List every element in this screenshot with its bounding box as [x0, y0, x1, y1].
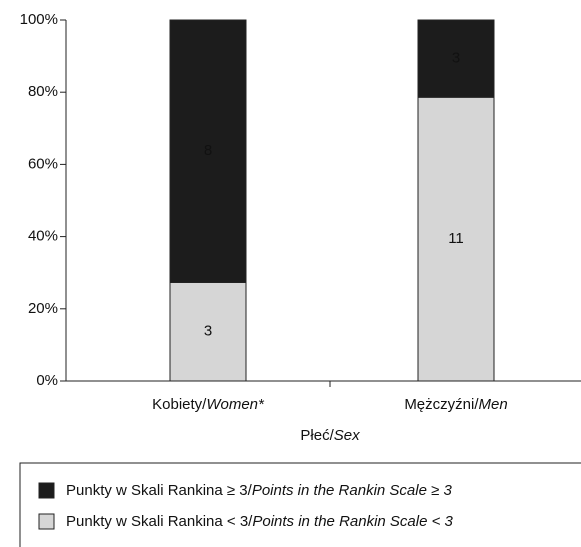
- y-tick-label: 80%: [28, 83, 58, 100]
- data-label: 11: [448, 230, 464, 247]
- legend-box: [19, 462, 581, 547]
- x-axis-title: Płeć/Sex: [300, 427, 360, 444]
- data-label: 8: [204, 142, 212, 159]
- y-tick-label: 100%: [20, 11, 58, 28]
- data-label: 3: [204, 323, 212, 340]
- y-tick-label: 40%: [28, 228, 58, 245]
- x-tick-label: Kobiety/Women*: [152, 396, 265, 413]
- legend-swatch: [38, 513, 55, 530]
- y-tick-label: 60%: [28, 155, 58, 172]
- legend-label: Punkty w Skali Rankina < 3/Points in the…: [66, 513, 454, 530]
- bar-segment: [417, 96, 495, 382]
- y-tick-label: 20%: [28, 300, 58, 317]
- legend-label: Punkty w Skali Rankina ≥ 3/Points in the…: [66, 482, 452, 499]
- y-tick-label: 0%: [36, 372, 58, 389]
- legend-swatch: [38, 482, 55, 499]
- data-label: 3: [452, 50, 460, 67]
- bar-segment: [417, 19, 495, 98]
- bar-segment: [169, 19, 247, 283]
- x-tick-label: Mężczyźni/Men: [404, 396, 507, 413]
- bar-segment: [169, 281, 247, 382]
